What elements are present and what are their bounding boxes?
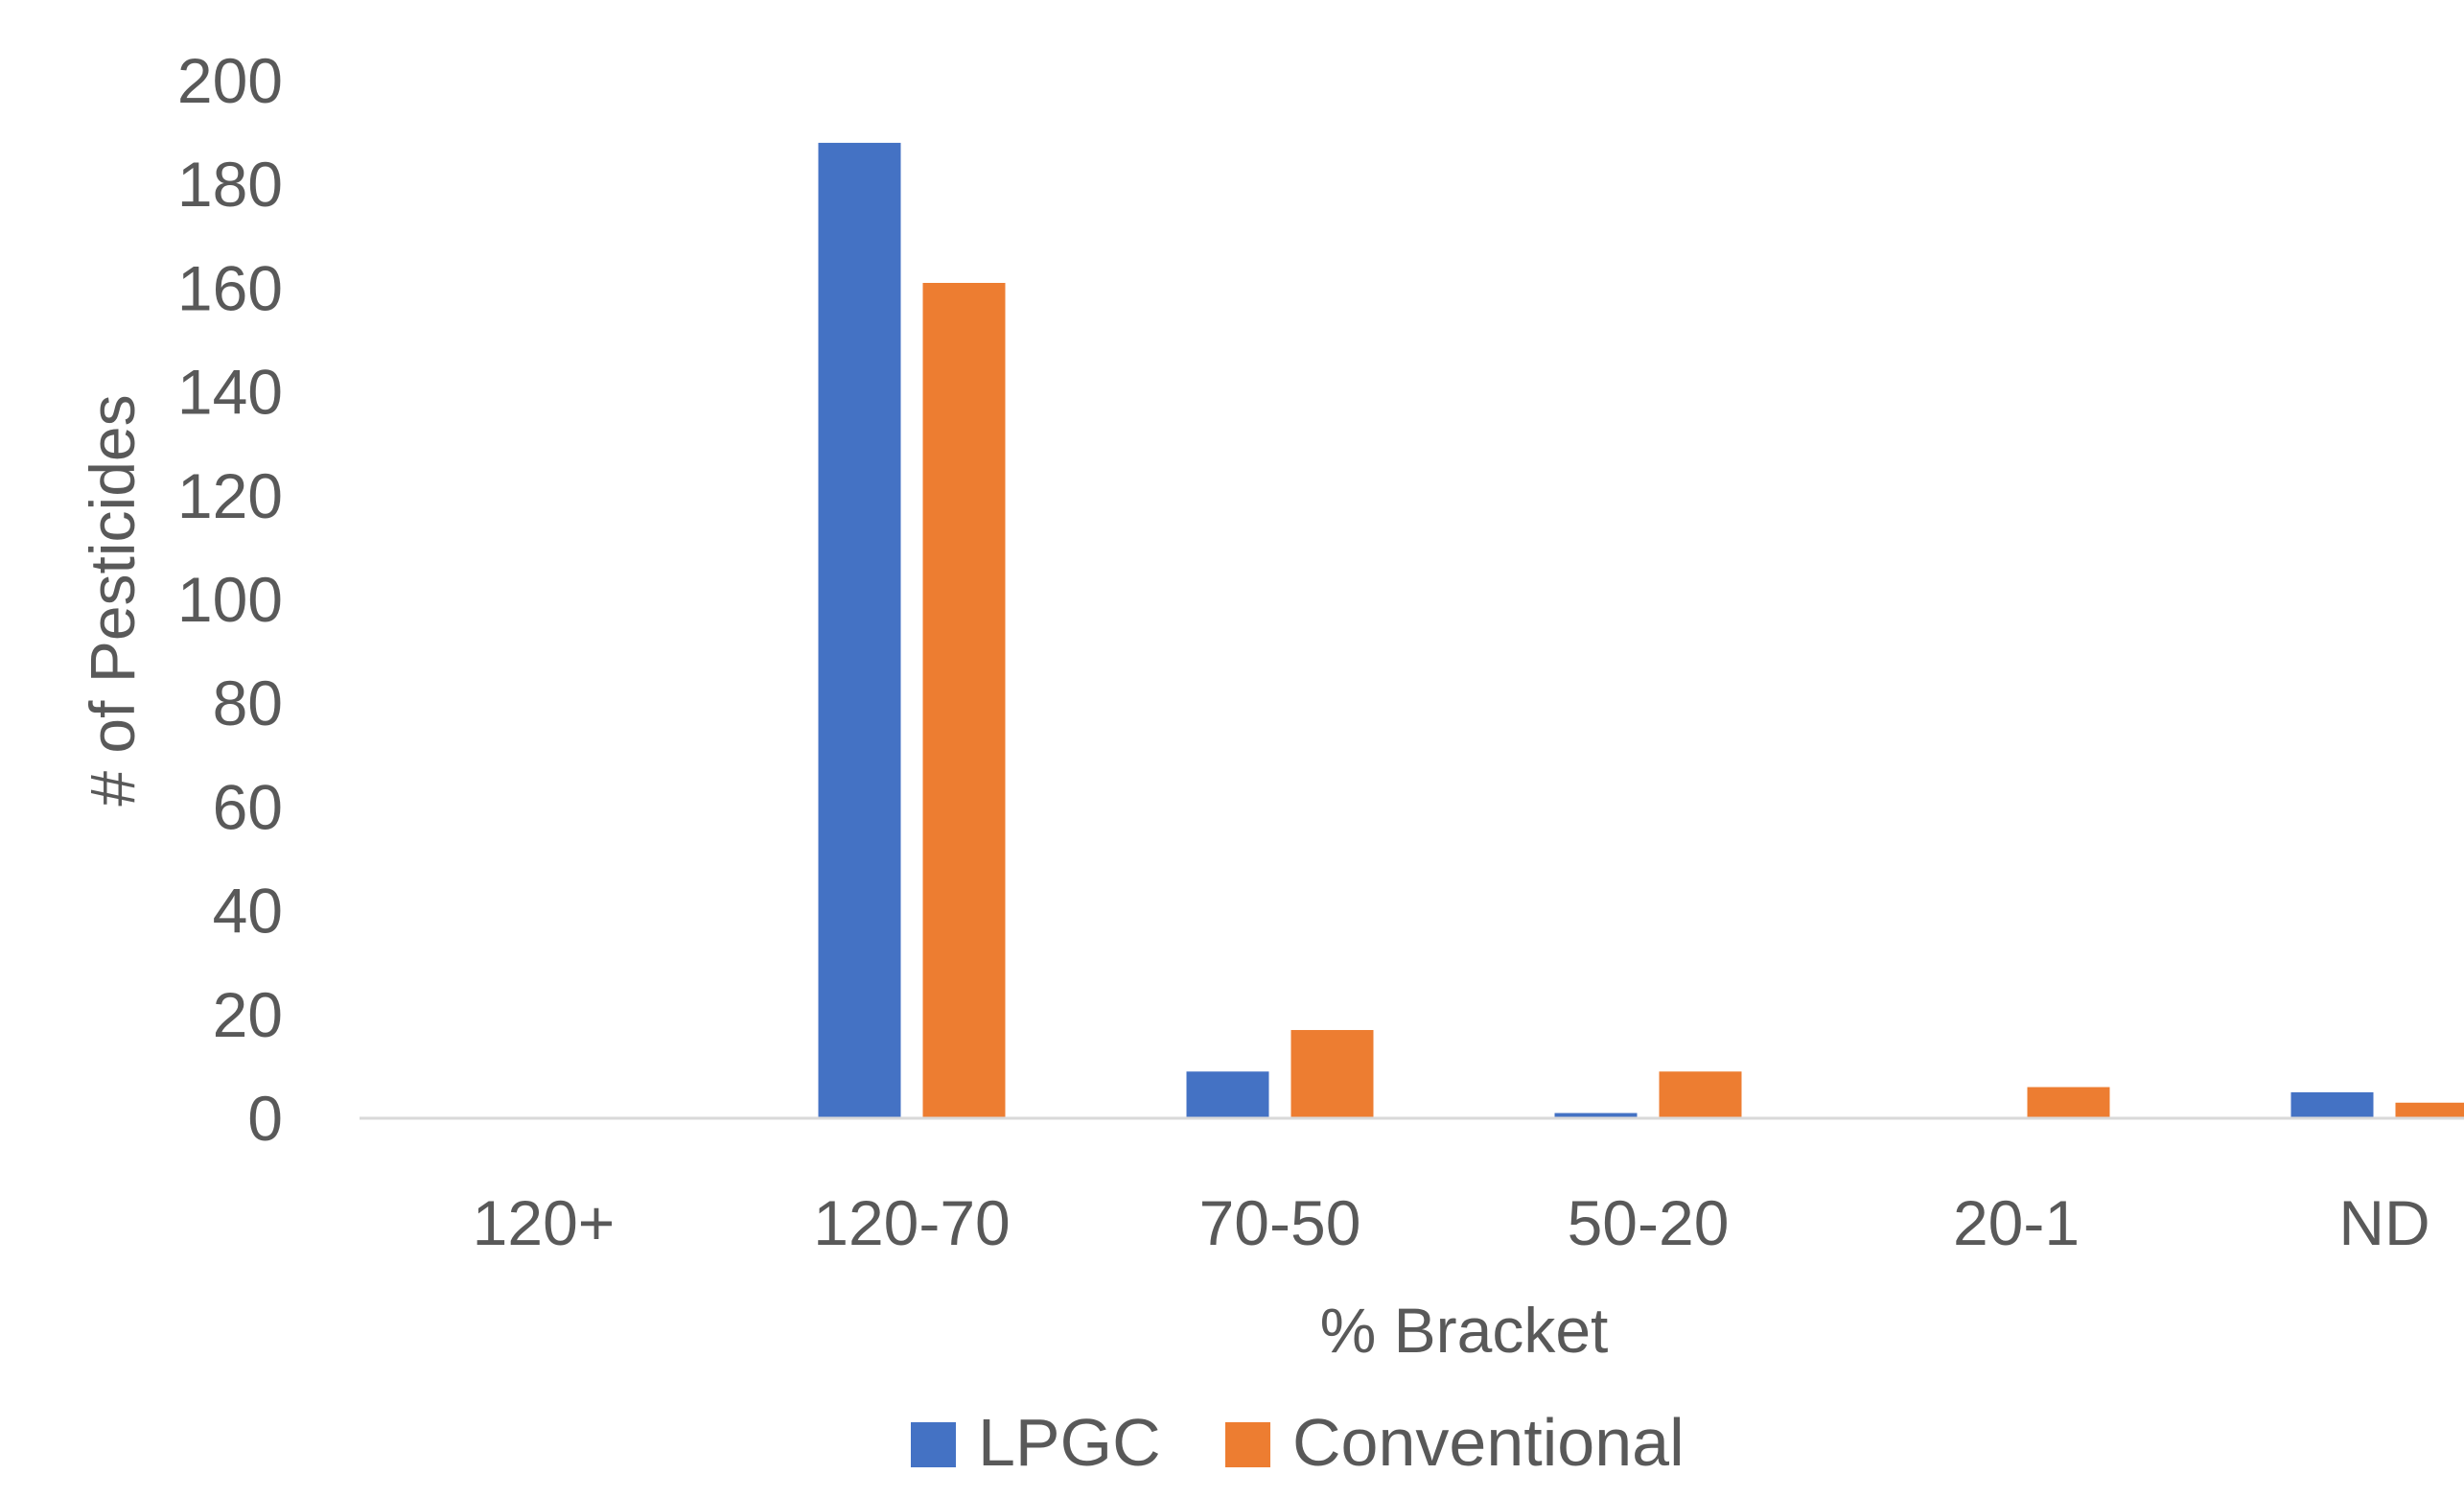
bar-conventional-70-50 (1290, 1030, 1374, 1118)
y-tick-label: 0 (247, 1083, 283, 1154)
bar-conventional-50-20 (1659, 1071, 1742, 1118)
x-tick-label: 50-20 (1568, 1187, 1730, 1258)
bar-conventional-120-70 (922, 282, 1006, 1118)
y-tick-label: 180 (177, 149, 283, 220)
y-axis-ticks: 0 20 40 60 80 100 120 140 160 180 200 (177, 45, 283, 1154)
y-tick-label: 200 (177, 45, 283, 116)
x-tick-label: 70-50 (1199, 1187, 1361, 1258)
y-axis-label: # of Pesticides (77, 394, 148, 806)
x-tick-label: 120+ (473, 1187, 616, 1258)
legend-swatch-lpgc (911, 1422, 956, 1467)
bars (818, 142, 2464, 1119)
x-axis-ticks: 120+ 120-70 70-50 50-20 20-1 ND (473, 1187, 2430, 1258)
legend-swatch-conventional (1225, 1422, 1270, 1467)
y-tick-label: 120 (177, 460, 283, 531)
bar-conventional-nd (2395, 1102, 2464, 1118)
y-tick-label: 20 (213, 979, 283, 1050)
legend-label-conventional: Conventional (1292, 1405, 1685, 1480)
y-tick-label: 60 (213, 771, 283, 842)
y-tick-label: 40 (213, 876, 283, 947)
y-tick-label: 160 (177, 252, 283, 323)
legend-label-lpgc: LPGC (978, 1405, 1161, 1480)
bar-lpgc-nd (2290, 1091, 2374, 1118)
bar-lpgc-50-20 (1554, 1112, 1638, 1118)
x-tick-label: 20-1 (1953, 1187, 2080, 1258)
x-axis-label: % Bracket (1320, 1295, 1609, 1366)
y-tick-label: 100 (177, 564, 283, 635)
y-tick-label: 80 (213, 667, 283, 738)
bar-lpgc-120-70 (818, 142, 901, 1119)
legend: LPGC Conventional (911, 1405, 1685, 1480)
x-tick-label: 120-70 (813, 1187, 1011, 1258)
bar-lpgc-70-50 (1186, 1071, 1269, 1118)
y-tick-label: 140 (177, 357, 283, 428)
bar-conventional-20-1 (2027, 1087, 2110, 1118)
x-tick-label: ND (2338, 1187, 2429, 1258)
